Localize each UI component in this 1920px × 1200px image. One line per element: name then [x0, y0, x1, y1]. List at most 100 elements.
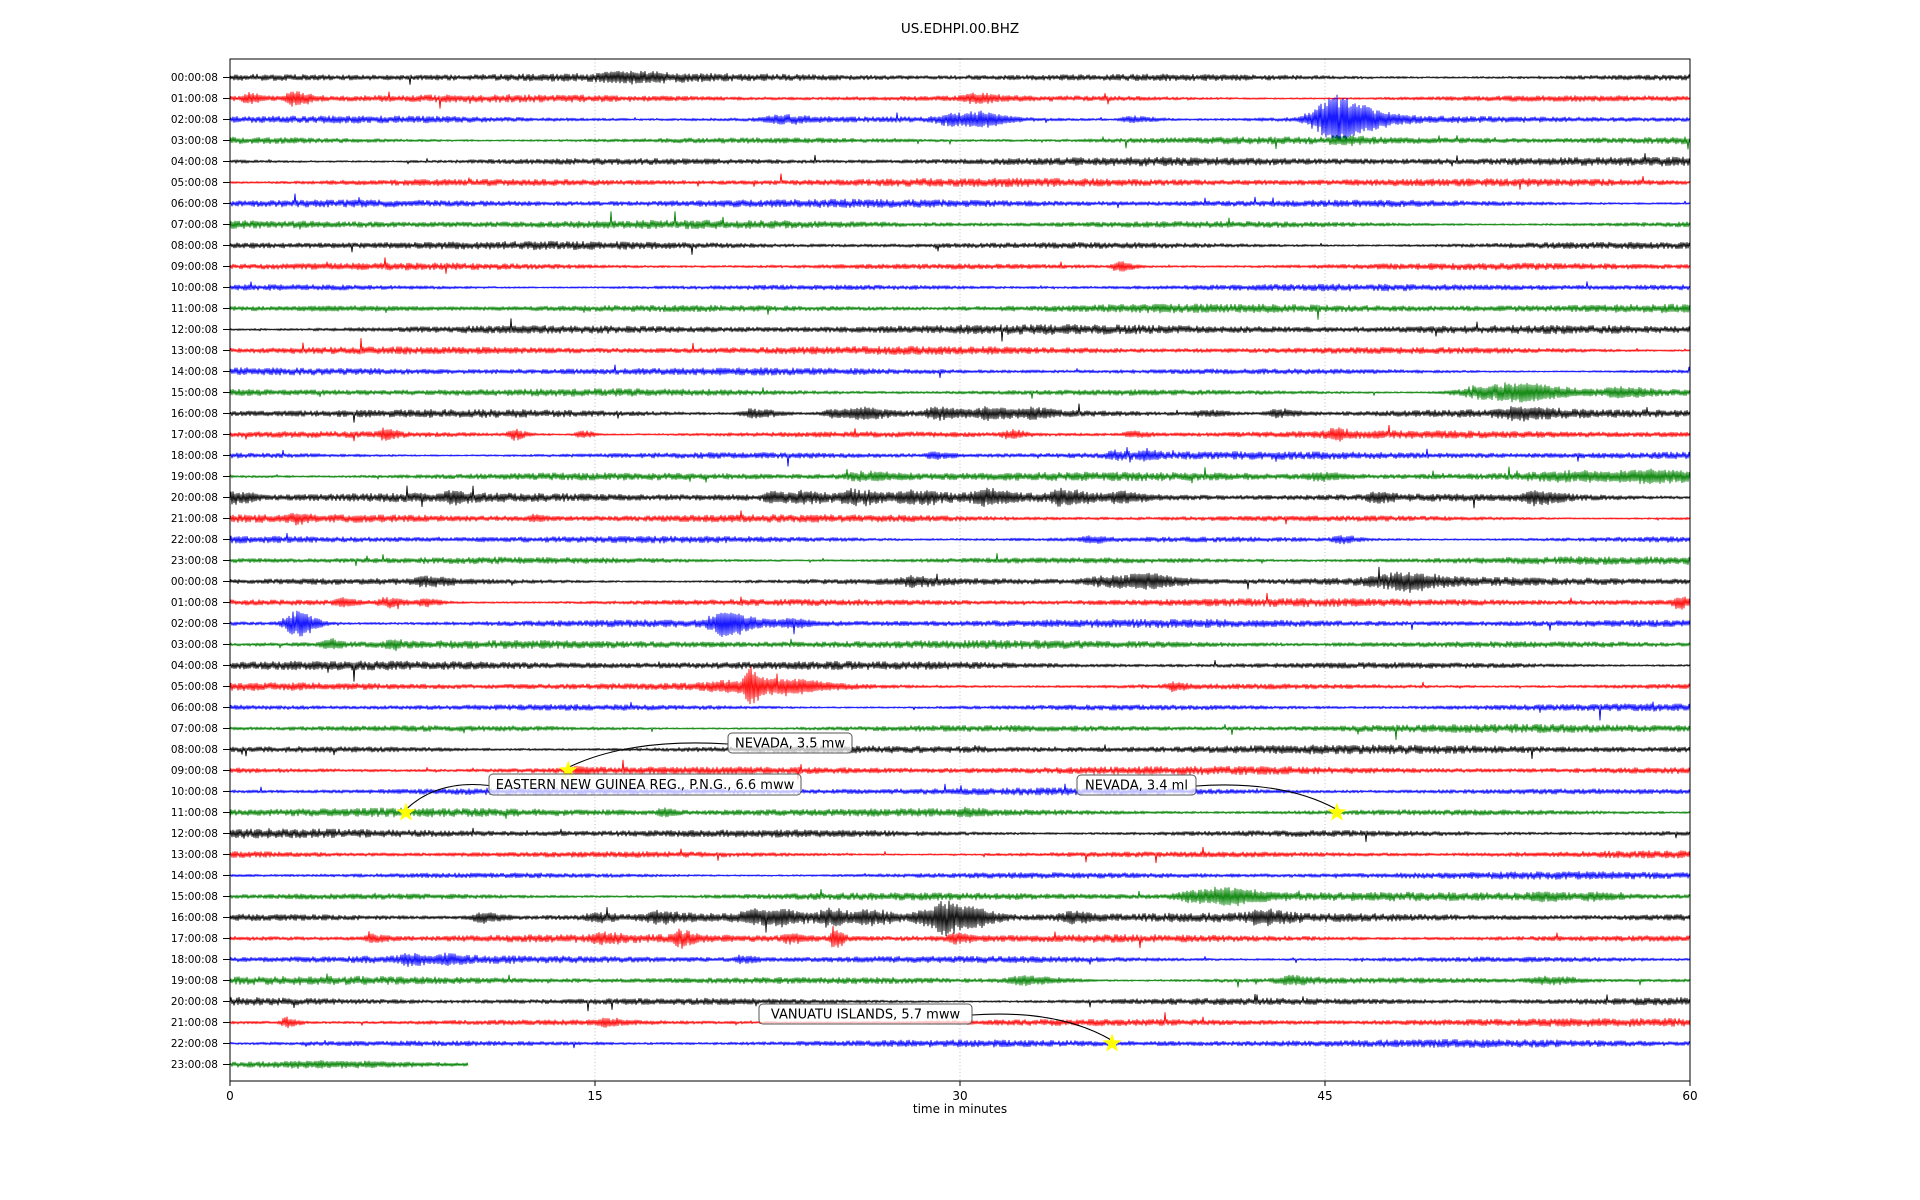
event-annotation-box [488, 773, 802, 796]
trace-row-15 [230, 382, 1690, 403]
trace-row-0 [230, 70, 1690, 85]
trace-row-22 [230, 532, 1690, 545]
trace-row-25 [230, 592, 1690, 610]
trace-row-17 [230, 424, 1690, 442]
row-time-label: 03:00:08 [171, 639, 218, 651]
row-time-label: 05:00:08 [171, 177, 218, 189]
event-arrow [1195, 784, 1338, 810]
trace-row-11 [230, 303, 1690, 320]
trace-row-29 [230, 666, 1690, 705]
trace-row-19 [230, 466, 1690, 485]
row-time-label: 03:00:08 [171, 135, 218, 147]
trace-row-1 [230, 91, 1690, 109]
row-time-label: 13:00:08 [171, 849, 218, 861]
trace-row-24 [230, 566, 1690, 593]
row-time-label: 11:00:08 [171, 807, 218, 819]
event-annotation-label: VANUATU ISLANDS, 5.7 mww [771, 1008, 961, 1023]
row-time-label: 06:00:08 [171, 198, 218, 210]
row-time-label: 22:00:08 [171, 1038, 218, 1050]
trace-row-14 [230, 364, 1690, 379]
trace-row-44 [230, 993, 1690, 1012]
event-annotation-label: NEVADA, 3.4 ml [1085, 779, 1188, 794]
trace-row-21 [230, 510, 1690, 526]
trace-row-38 [230, 871, 1690, 880]
trace-row-27 [230, 638, 1690, 652]
x-tick-label: 30 [952, 1089, 967, 1103]
row-time-label: 01:00:08 [171, 93, 218, 105]
trace-row-47 [230, 1059, 469, 1069]
row-time-label: 08:00:08 [171, 744, 218, 756]
row-time-label: 12:00:08 [171, 324, 218, 336]
trace-row-7 [230, 211, 1690, 230]
trace-row-33 [230, 759, 1690, 780]
trace-row-26 [230, 610, 1690, 638]
row-time-label: 20:00:08 [171, 492, 218, 504]
trace-row-2 [230, 94, 1690, 143]
trace-row-4 [230, 153, 1690, 167]
y-axis: 00:00:08 01:00:08 02:00:08 03:00:08 04:00:08… [171, 72, 230, 1071]
trace-row-46 [230, 1038, 1690, 1049]
row-time-label: 02:00:08 [171, 114, 218, 126]
row-time-label: 23:00:08 [171, 1059, 218, 1071]
row-time-label: 17:00:08 [171, 933, 218, 945]
trace-row-41 [230, 925, 1690, 949]
event-marker-star [396, 802, 416, 821]
row-time-label: 17:00:08 [171, 429, 218, 441]
row-time-label: 20:00:08 [171, 996, 218, 1008]
trace-row-40 [230, 900, 1690, 936]
row-time-label: 16:00:08 [171, 912, 218, 924]
row-time-label: 21:00:08 [171, 513, 218, 525]
trace-row-6 [230, 193, 1690, 209]
event-annotation-label: EASTERN NEW GUINEA REG., P.N.G., 6.6 mww [496, 778, 795, 793]
trace-row-43 [230, 973, 1690, 988]
trace-row-30 [230, 701, 1690, 721]
trace-row-36 [230, 827, 1690, 843]
trace-row-34 [230, 783, 1690, 796]
trace-row-12 [230, 318, 1690, 342]
row-time-label: 18:00:08 [171, 954, 218, 966]
row-time-label: 11:00:08 [171, 303, 218, 315]
x-tick-label: 45 [1317, 1089, 1332, 1103]
event-marker-star [1327, 802, 1347, 821]
trace-row-9 [230, 257, 1690, 274]
row-time-label: 22:00:08 [171, 534, 218, 546]
row-time-label: 00:00:08 [171, 576, 218, 588]
row-time-label: 15:00:08 [171, 387, 218, 399]
row-time-label: 14:00:08 [171, 870, 218, 882]
trace-row-16 [230, 403, 1690, 423]
row-time-label: 15:00:08 [171, 891, 218, 903]
gridlines [594, 59, 1326, 1081]
event-arrow [567, 742, 729, 768]
row-time-label: 05:00:08 [171, 681, 218, 693]
row-time-label: 07:00:08 [171, 723, 218, 735]
row-time-label: 09:00:08 [171, 261, 218, 273]
x-tick-label: 15 [587, 1089, 602, 1103]
event-annotations: NEVADA, 3.5 mw EASTERN NEW GUINEA REG., P… [396, 732, 1347, 1052]
trace-row-23 [230, 553, 1690, 567]
row-time-label: 10:00:08 [171, 282, 218, 294]
trace-row-3 [230, 134, 1690, 150]
trace-row-35 [230, 806, 1690, 821]
trace-row-39 [230, 886, 1690, 907]
row-time-label: 04:00:08 [171, 660, 218, 672]
event-marker-star [558, 760, 578, 779]
row-time-label: 12:00:08 [171, 828, 218, 840]
x-tick-label: 60 [1682, 1089, 1697, 1103]
trace-row-5 [230, 173, 1690, 190]
event-annotation-box [758, 1003, 973, 1025]
trace-row-31 [230, 723, 1690, 741]
row-time-label: 09:00:08 [171, 765, 218, 777]
row-time-label: 23:00:08 [171, 555, 218, 567]
row-time-label: 21:00:08 [171, 1017, 218, 1029]
event-arrow [971, 1013, 1113, 1041]
trace-row-10 [230, 281, 1690, 292]
trace-row-32 [230, 744, 1690, 760]
trace-row-28 [230, 660, 1690, 682]
row-time-label: 08:00:08 [171, 240, 218, 252]
row-time-label: 00:00:08 [171, 72, 218, 84]
trace-row-37 [230, 846, 1690, 864]
row-time-label: 01:00:08 [171, 597, 218, 609]
row-time-label: 14:00:08 [171, 366, 218, 378]
event-arrow [405, 783, 490, 810]
